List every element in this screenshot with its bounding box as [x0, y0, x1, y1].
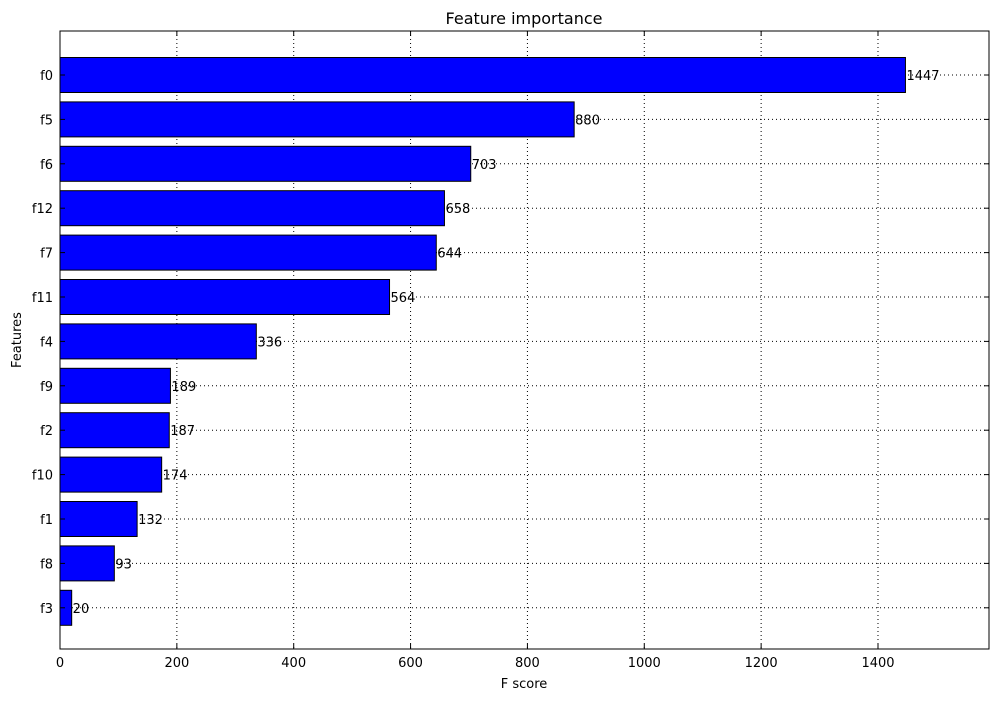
y-tick-label-f5: f5: [40, 113, 53, 128]
y-tick-label-f6: f6: [40, 158, 53, 173]
x-tick-label: 800: [515, 656, 540, 671]
y-tick-label-f11: f11: [32, 291, 53, 306]
x-tick-label: 1200: [745, 656, 778, 671]
x-axis-title: F score: [501, 677, 548, 692]
x-axis: 0 200 400 600 800 1000 1200 1400: [56, 31, 895, 671]
x-tick-label: 1000: [628, 656, 661, 671]
bar-f8: [59, 545, 115, 582]
bar-f6: [59, 145, 472, 182]
bar-f4: [59, 323, 257, 360]
data-label-f12: 658: [445, 202, 470, 217]
data-labels: 1447 880 703 658 644 564 336 189 187 174 132 93 20: [73, 69, 940, 617]
data-label-f9: 189: [171, 380, 196, 395]
data-label-f8: 93: [115, 557, 132, 572]
bar-f0: [59, 57, 906, 93]
data-label-f2: 187: [170, 424, 195, 439]
y-tick-label-f8: f8: [40, 557, 53, 572]
bar-f12: [59, 190, 445, 227]
data-label-f6: 703: [472, 158, 497, 173]
plot-frame: [59, 30, 990, 650]
data-label-f11: 564: [391, 291, 416, 306]
x-tick-label: 0: [56, 656, 64, 671]
data-label-f4: 336: [257, 335, 282, 350]
data-label-f7: 644: [437, 247, 462, 262]
x-tick-label: 400: [281, 656, 306, 671]
data-label-f1: 132: [138, 513, 163, 528]
bar-f10: [59, 456, 163, 493]
bar-f1: [59, 501, 138, 537]
data-label-f5: 880: [575, 113, 600, 128]
bar-f2: [59, 412, 170, 449]
bar-f7: [59, 234, 437, 271]
x-tick-label: 200: [164, 656, 189, 671]
bar-f5: [59, 101, 575, 138]
y-tick-label-f2: f2: [40, 424, 53, 439]
x-tick-label: 600: [398, 656, 423, 671]
x-tick-label: 1400: [861, 656, 894, 671]
y-tick-label-f12: f12: [32, 202, 53, 217]
bar-f11: [59, 279, 391, 315]
y-axis-title: Features: [10, 312, 25, 368]
y-tick-label-f0: f0: [40, 69, 53, 84]
y-tick-label-f9: f9: [40, 380, 53, 395]
data-label-f10: 174: [163, 469, 188, 484]
y-tick-label-f4: f4: [40, 335, 53, 350]
y-tick-label-f3: f3: [40, 602, 53, 617]
data-label-f3: 20: [73, 602, 90, 617]
bars: [59, 57, 906, 626]
y-tick-label-f7: f7: [40, 247, 53, 262]
data-label-f0: 1447: [906, 69, 939, 84]
chart-title: Feature importance: [446, 9, 603, 28]
y-axis: f0 f5 f6 f12 f7 f11 f4 f9 f2 f10 f1 f8 f3: [32, 69, 989, 617]
bar-f9: [59, 367, 171, 404]
y-tick-label-f1: f1: [40, 513, 53, 528]
y-tick-label-f10: f10: [32, 469, 53, 484]
